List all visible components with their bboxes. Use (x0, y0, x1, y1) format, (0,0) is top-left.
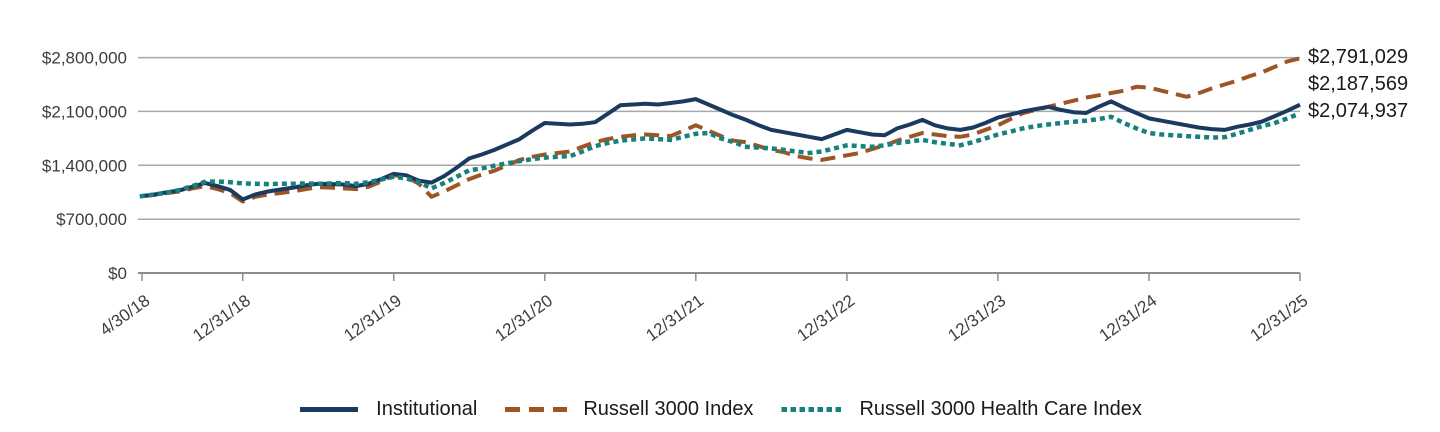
russell-3000-index-line-swatch (505, 407, 568, 412)
y-axis-label: $700,000 (56, 210, 127, 229)
end-value-russell-3000-index: $2,791,029 (1308, 46, 1409, 68)
end-value-russell-3000-health-care-index: $2,074,937 (1308, 100, 1409, 122)
series-line-dotted (139, 110, 1303, 199)
x-axis-label: 12/31/21 (642, 291, 707, 345)
x-axis-label: 12/31/18 (189, 291, 254, 345)
y-axis-label: $2,800,000 (42, 49, 127, 68)
x-axis-label: 12/31/24 (1096, 291, 1161, 345)
institutional-line-swatch (300, 407, 359, 412)
x-axis-label: 12/31/23 (945, 291, 1010, 345)
x-axis-label: 12/31/25 (1247, 291, 1312, 345)
growth-line-chart: $0 $700,000 $1,400,000 $2,100,000 $2,800,000… (42, 49, 1312, 346)
y-axis-label: $0 (108, 264, 127, 283)
y-axis-label: $1,400,000 (42, 156, 127, 175)
chart-legend: Institutional Russell 3000 Index Russell… (0, 398, 1440, 421)
legend-item-institutional: Institutional (298, 398, 477, 421)
legend-label-russell-3000-index: Russell 3000 Index (583, 398, 754, 420)
x-axis-label: 4/30/18 (96, 291, 153, 340)
series-line-dashed (141, 56, 1301, 204)
series-line-solid (141, 97, 1301, 202)
russell-3000-health-care-index-line-swatch (781, 407, 844, 412)
x-axis-label: 12/31/19 (340, 291, 405, 345)
y-axis-label: $2,100,000 (42, 102, 127, 121)
legend-item-russell-3000-index: Russell 3000 Index (505, 398, 753, 421)
legend-label-institutional: Institutional (376, 398, 478, 420)
legend-label-russell-3000-health-care-index: Russell 3000 Health Care Index (859, 398, 1142, 420)
x-axis-label: 12/31/22 (794, 291, 859, 345)
legend-item-russell-3000-health-care-index: Russell 3000 Health Care Index (781, 398, 1142, 421)
end-value-institutional: $2,187,569 (1308, 73, 1409, 95)
x-axis-label: 12/31/20 (491, 291, 556, 345)
